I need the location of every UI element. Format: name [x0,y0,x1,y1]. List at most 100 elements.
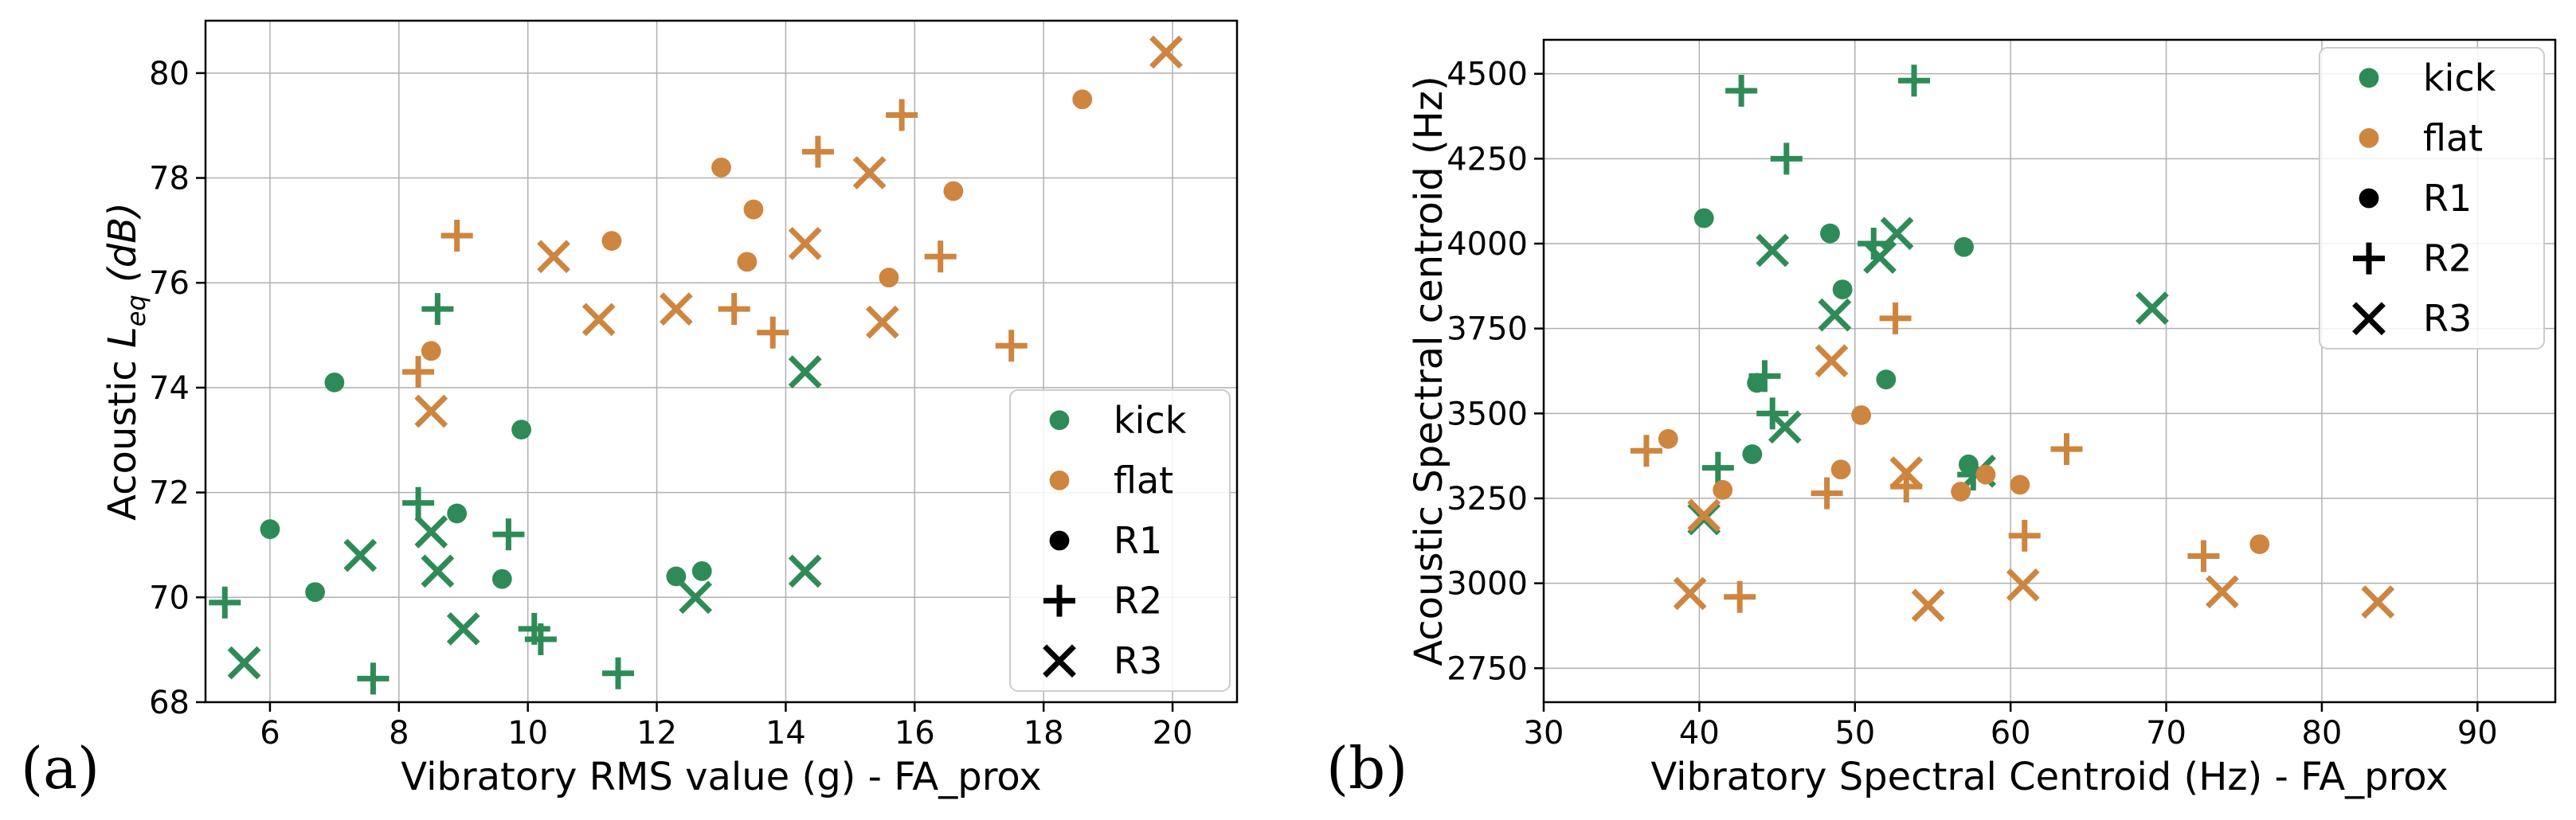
chart-a-point-kick-circle [691,560,712,581]
chart-b-legend-label-R3: R3 [2423,297,2472,340]
chart-a-legend-label-R2: R2 [1114,580,1162,623]
chart-b-legend-box [2319,47,2545,349]
chart-a-point-kick-x [788,355,822,389]
chart-a-point-flat-circle [743,199,764,220]
chart-b-ytick-label: 3000 [1447,566,1528,603]
chart-a-gridlines [206,21,1237,703]
chart-b-point-flat-plus [1630,435,1662,467]
chart-a-point-flat-x [865,305,899,339]
chart-a-legend-box [1009,389,1231,692]
chart-b-point-flat-plus [1811,477,1843,510]
chart-a-xtick-label: 12 [636,715,677,752]
chart-a-ytick-label: 72 [149,475,190,512]
chart-b-point-flat-x [2206,575,2239,609]
chart-b-legend: kick flat R1 R2 R3 [2319,47,2545,349]
chart-a-point-flat-circle [737,252,758,272]
chart-a-xtick-label: 8 [389,715,409,752]
chart-b-xtick-label: 70 [2146,715,2186,752]
chart-a-point-kick-x [788,554,822,588]
chart-b-plot-frame [1542,38,2557,704]
chart-b-point-kick-plus [1748,360,1781,392]
chart-a-point-flat-x [852,156,887,189]
chart-a-legend-swatch-kick [1049,410,1070,431]
chart-b-legend-label-kick: kick [2423,57,2496,100]
chart-a-point-kick-plus [402,486,435,519]
chart-b-scatter: 30 40 50 60 70 80 90 2750 3000 3250 3500 3750 4000 42… [1407,38,2557,799]
chart-b-legend-swatch-R3 [2352,302,2386,336]
chart-b-point-flat-circle [2249,534,2270,554]
chart-a-legend: kick flat R1 R2 R3 [1009,389,1231,692]
chart-a-point-flat-plus [924,240,957,273]
chart-b-point-flat-circle [1713,479,1733,500]
chart-a-points [209,35,1183,695]
chart-a-point-flat-plus [440,219,473,252]
chart-a-ytick-label: 74 [149,370,190,407]
chart-b-point-flat-circle [1851,405,1871,425]
chart-a-legend-swatch-R1 [1049,530,1070,551]
chart-a-point-kick-circle [260,519,280,540]
chart-b-ytick-label: 4250 [1447,141,1528,178]
chart-a-legend-label-R1: R1 [1114,519,1162,562]
chart-a-xtick-label: 18 [1024,715,1064,752]
chart-a-point-flat-circle [421,341,441,361]
chart-b-point-flat-circle [1951,482,1971,502]
chart-b-xtick-label: 50 [1834,715,1875,752]
chart-a-point-flat-plus [718,293,750,326]
chart-a-point-flat-x [788,226,822,260]
chart-b-legend-swatch-kick [2359,68,2379,88]
chart-b-point-kick-circle [1954,236,1974,257]
chart-a-legend-label-kick: kick [1114,399,1187,442]
chart-a-point-kick-x [343,538,378,572]
chart-b-point-flat-x [1687,498,1721,533]
chart-b-x-axis-title: Vibratory Spectral Centroid (Hz) - FA_pr… [1650,755,2448,799]
chart-a-y-axis-title: Acoustic Leq (dB) [100,202,151,521]
chart-a-point-kick-x [414,515,448,549]
chart-b-point-flat-x [2006,568,2040,602]
chart-b-point-flat-x [2361,585,2395,619]
chart-a-point-flat-circle [711,157,731,178]
chart-b-point-kick-circle [1742,444,1763,464]
chart-a-point-flat-x [414,394,448,428]
chart-a-legend-label-R3: R3 [1114,639,1162,682]
chart-b-point-kick-x [2136,291,2169,325]
chart-a-point-flat-plus [886,99,918,131]
chart-b-point-flat-circle [1975,464,1996,485]
chart-a-point-kick-circle [511,420,531,439]
chart-a-point-kick-x [227,646,261,680]
chart-b-ytick-label: 3500 [1447,396,1528,432]
chart-a-point-kick-x [421,554,455,588]
chart-b-point-flat-x [1815,344,1849,378]
chart-b-point-flat-plus [1724,580,1756,613]
chart-a-point-kick-x [446,611,480,646]
chart-b-point-kick-plus [1701,451,1734,484]
chart-b-point-kick-x [1768,410,1802,444]
chart-a-point-flat-x [537,240,570,274]
chart-b-point-kick-x [1880,217,1914,251]
chart-b-ytick-label: 2750 [1447,650,1528,687]
chart-b-point-flat-plus [2187,540,2220,572]
chart-b-point-flat-plus [2050,433,2083,466]
panel-a-label: (a) [21,735,100,802]
chart-a-point-kick-plus [421,293,454,326]
chart-b-legend-label-flat: flat [2423,116,2483,159]
chart-b-ytick-label: 3250 [1447,481,1528,517]
chart-b-xtick-label: 90 [2457,715,2498,752]
chart-b-point-kick-x [1863,240,1897,274]
chart-b-legend-label-R1: R1 [2423,177,2472,220]
chart-a-point-flat-circle [601,231,622,251]
chart-a-point-kick-circle [666,566,687,587]
chart-a-point-flat-plus [757,316,789,349]
chart-a-point-flat-circle [1072,89,1093,110]
chart-b-legend-swatch-flat [2359,128,2379,148]
chart-a-xtick-label: 10 [507,715,548,752]
chart-b-point-flat-circle [1658,428,1678,449]
chart-a-point-kick-plus [357,662,390,695]
chart-b-point-kick-circle [1832,279,1853,299]
chart-b-point-flat-x [1911,588,1945,623]
chart-a-point-kick-plus [602,657,634,689]
chart-b-legend-label-R2: R2 [2423,237,2472,280]
chart-a-point-kick-circle [305,582,325,603]
chart-a-x-axis-title: Vibratory RMS value (g) - FA_prox [401,755,1041,799]
chart-a-point-kick-plus [209,586,241,619]
